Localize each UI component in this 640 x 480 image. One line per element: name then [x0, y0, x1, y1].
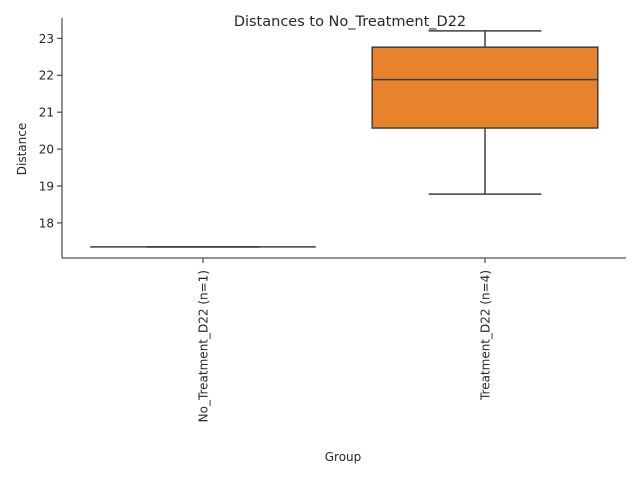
x-tick-label: Treatment_D22 (n=4) — [479, 270, 493, 401]
x-axis-label: Group — [325, 450, 362, 464]
y-tick-label: 22 — [39, 69, 54, 83]
y-tick-label: 18 — [39, 216, 54, 230]
y-axis-label: Distance — [15, 123, 29, 175]
x-axis-ticks: No_Treatment_D22 (n=1) Treatment_D22 (n=4… — [197, 258, 493, 422]
y-axis-ticks: 18 19 20 21 22 23 — [39, 32, 62, 230]
chart-title: Distances to No_Treatment_D22 — [234, 14, 466, 30]
plot-area — [90, 30, 599, 248]
y-tick-label: 19 — [39, 180, 54, 194]
x-tick-label: No_Treatment_D22 (n=1) — [197, 270, 211, 422]
y-tick-label: 23 — [39, 32, 54, 46]
y-tick-label: 21 — [39, 106, 54, 120]
box-group — [371, 30, 599, 195]
box-body — [371, 46, 599, 129]
y-tick-label: 20 — [39, 143, 54, 157]
